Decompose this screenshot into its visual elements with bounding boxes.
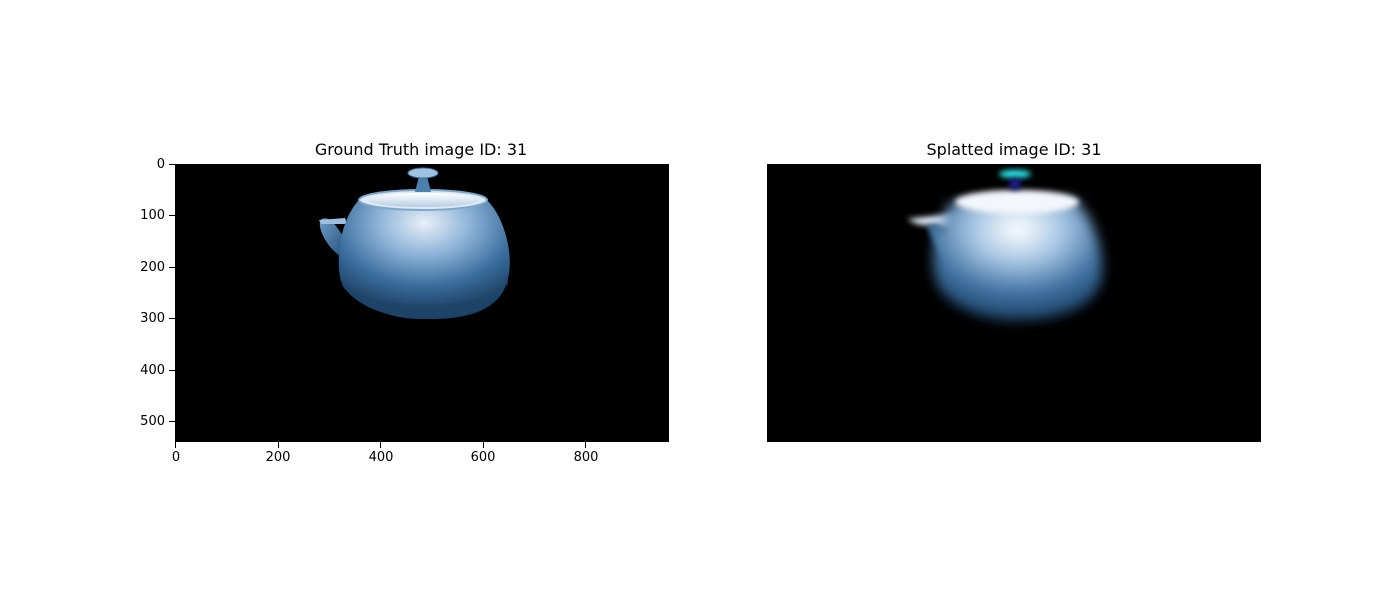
x-tick-600: 600 (470, 450, 496, 465)
y-tick-100: 100 (140, 208, 165, 223)
teapot-body (933, 199, 1103, 321)
y-tick-400: 400 (140, 363, 165, 378)
teapot-ground-truth-render (319, 167, 510, 320)
x-tick-0: 0 (171, 450, 181, 465)
y-tick-300: 300 (140, 311, 165, 326)
x-tick-400: 400 (368, 450, 394, 465)
x-tick-800: 800 (573, 450, 599, 465)
ground-truth-image (175, 164, 669, 442)
splatted-image (767, 164, 1261, 442)
teapot-body (338, 199, 510, 319)
panel-title-splatted: Splatted image ID: 31 (926, 140, 1102, 159)
teapot-knob (415, 176, 431, 192)
teapot-lid (367, 193, 479, 207)
y-tick-200: 200 (140, 260, 165, 275)
x-tick-200: 200 (265, 450, 291, 465)
teapot-lid (955, 190, 1079, 214)
y-tick-0: 0 (156, 157, 165, 172)
y-tick-500: 500 (140, 414, 165, 429)
panel-title-ground-truth: Ground Truth image ID: 31 (314, 140, 528, 159)
teapot-splatted-render (907, 170, 1103, 321)
teapot-knob (999, 170, 1031, 178)
